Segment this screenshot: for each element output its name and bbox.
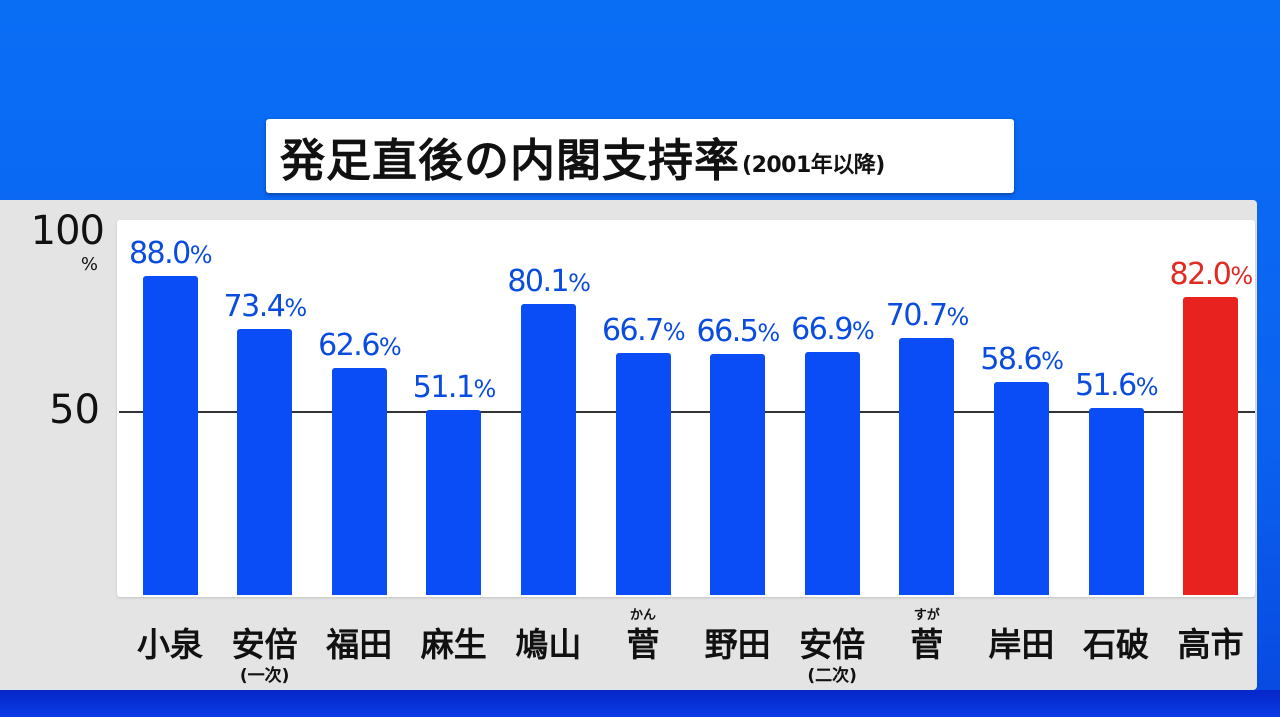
y-tick-100: 100: [30, 208, 105, 254]
category-label: 麻生: [420, 625, 487, 664]
bar-value-label: 66.5%: [696, 313, 781, 349]
bar: [804, 352, 860, 595]
chart-title-box: 発足直後の内閣支持率 (2001年以降): [266, 119, 1014, 193]
category-label: 菅: [626, 625, 660, 664]
y-tick-50: 50: [49, 387, 100, 433]
bar-value-label: 66.7%: [601, 312, 686, 348]
bar: [1183, 297, 1239, 595]
bar-value-label: 51.6%: [1074, 367, 1159, 403]
category-label: 鳩山: [515, 625, 582, 664]
bar: [615, 352, 671, 595]
bar: [1088, 407, 1144, 595]
bar-value-label: 51.1%: [412, 369, 497, 405]
bar-value-label: 88.0%: [128, 235, 213, 271]
bar: [993, 382, 1049, 595]
category-label: 安倍: [799, 625, 866, 664]
category-label: 岸田: [988, 625, 1055, 664]
bar-value-label: 62.6%: [318, 327, 402, 363]
category-label: 石破: [1083, 625, 1149, 664]
bar-value-label: 80.1%: [507, 264, 591, 300]
bar: [426, 409, 482, 595]
bar: [237, 328, 293, 595]
category-label: 安倍: [231, 625, 298, 664]
category-note: (一次): [239, 666, 290, 686]
bar-value-label: 82.0%: [1169, 257, 1254, 293]
y-axis-unit: %: [80, 254, 98, 275]
bar-value-label: 73.4%: [223, 288, 308, 324]
bar: [899, 338, 955, 595]
plot-area: [117, 220, 1255, 597]
gridline-50: [119, 411, 1255, 413]
bar: [331, 367, 387, 595]
category-label: 高市: [1177, 625, 1244, 664]
category-label: 野田: [704, 625, 771, 664]
bar-value-label: 70.7%: [885, 298, 970, 334]
background-bottom-band: [0, 690, 1280, 717]
bar: [142, 275, 198, 595]
category-label: 小泉: [137, 625, 203, 664]
category-label: 福田: [326, 625, 393, 664]
chart-subtitle: (2001年以降): [742, 153, 885, 178]
category-label: 菅: [910, 625, 944, 664]
bar-value-label: 66.9%: [791, 312, 875, 348]
bar: [710, 353, 766, 595]
category-note: (二次): [807, 666, 857, 686]
bar-value-label: 58.6%: [980, 342, 1064, 378]
category-furigana: すが: [913, 608, 940, 623]
bar: [520, 304, 576, 595]
chart-title: 発足直後の内閣支持率: [280, 133, 741, 187]
category-furigana: かん: [629, 608, 656, 623]
